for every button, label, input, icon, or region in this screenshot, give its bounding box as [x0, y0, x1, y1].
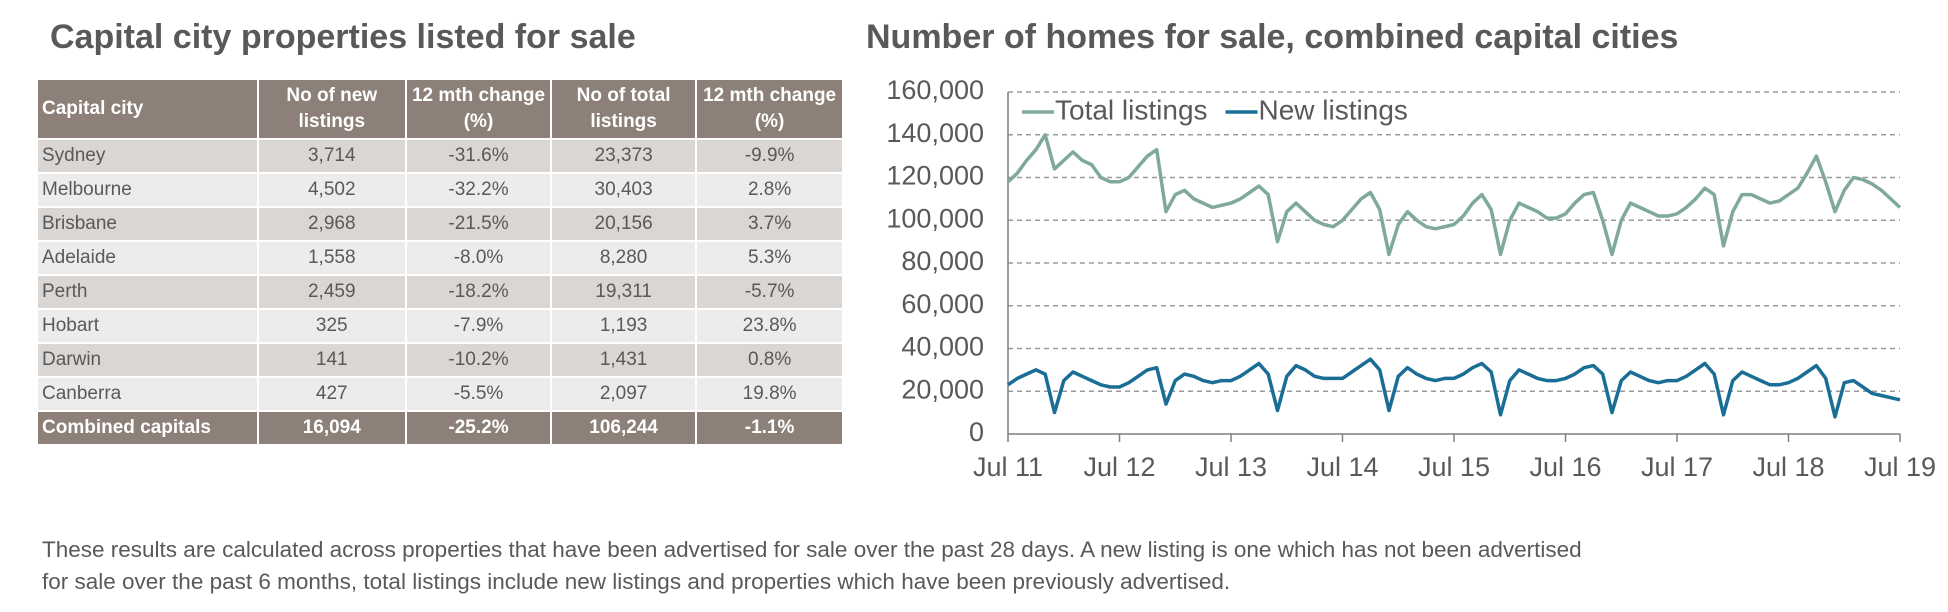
cell: 23,373 [549, 138, 698, 174]
cell: 1,558 [256, 240, 408, 276]
table-row: Adelaide 1,558 -8.0% 8,280 5.3% [36, 240, 844, 276]
cell: 1,431 [549, 342, 698, 378]
table-title: Capital city properties listed for sale [50, 18, 636, 56]
cell: 5.3% [695, 240, 844, 276]
cell: 0.8% [695, 342, 844, 378]
cell: 1,193 [549, 308, 698, 344]
table-row: Hobart 325 -7.9% 1,193 23.8% [36, 308, 844, 344]
y-tick-label: 20,000 [901, 374, 984, 404]
cell: Combined capitals [36, 410, 259, 446]
x-tick-label: Jul 15 [1418, 452, 1490, 482]
cell: 325 [256, 308, 408, 344]
cell: 16,094 [256, 410, 408, 446]
cell: -8.0% [405, 240, 552, 276]
x-tick-label: Jul 11 [973, 452, 1043, 482]
listings-table: Capital city No of new listings 12 mth cha… [36, 78, 844, 446]
cell: Darwin [36, 342, 259, 378]
y-tick-label: 100,000 [886, 203, 984, 233]
cell: 19,311 [549, 274, 698, 310]
cell: 20,156 [549, 206, 698, 242]
table-row: Melbourne 4,502 -32.2% 30,403 2.8% [36, 172, 844, 208]
x-tick-label: Jul 18 [1752, 452, 1824, 482]
cell: 427 [256, 376, 408, 412]
y-tick-label: 120,000 [886, 161, 984, 191]
cell: 3,714 [256, 138, 408, 174]
cell: Melbourne [36, 172, 259, 208]
cell: -32.2% [405, 172, 552, 208]
y-tick-label: 140,000 [886, 118, 984, 148]
cell: 30,403 [549, 172, 698, 208]
x-tick-label: Jul 14 [1306, 452, 1378, 482]
cell: 141 [256, 342, 408, 378]
x-tick-label: Jul 17 [1641, 452, 1713, 482]
cell: Adelaide [36, 240, 259, 276]
table-row: Darwin 141 -10.2% 1,431 0.8% [36, 342, 844, 378]
cell: -10.2% [405, 342, 552, 378]
legend-label: New listings [1259, 94, 1408, 125]
cell: 2.8% [695, 172, 844, 208]
x-tick-label: Jul 19 [1864, 452, 1936, 482]
cell: 4,502 [256, 172, 408, 208]
cell: 2,097 [549, 376, 698, 412]
y-tick-label: 160,000 [886, 75, 984, 105]
cell: Brisbane [36, 206, 259, 242]
cell: Perth [36, 274, 259, 310]
header-row: Capital city No of new listings 12 mth cha… [36, 78, 844, 140]
cell: -7.9% [405, 308, 552, 344]
y-tick-label: 40,000 [901, 332, 984, 362]
cell: -31.6% [405, 138, 552, 174]
x-tick-label: Jul 12 [1083, 452, 1155, 482]
header-cell: No of new listings [256, 78, 408, 140]
series-line [1006, 133, 1902, 257]
cell: 23.8% [695, 308, 844, 344]
header-cell: Capital city [36, 78, 259, 140]
chart-title: Number of homes for sale, combined capit… [866, 18, 1679, 56]
series-line [1007, 357, 1901, 419]
header-cell: No of total listings [549, 78, 698, 140]
header-cell: 12 mth change (%) [405, 78, 552, 140]
cell: -18.2% [405, 274, 552, 310]
cell: Sydney [36, 138, 259, 174]
cell: 106,244 [549, 410, 698, 446]
cell: 2,459 [256, 274, 408, 310]
cell: -5.7% [695, 274, 844, 310]
cell: Canberra [36, 376, 259, 412]
x-tick-label: Jul 13 [1195, 452, 1267, 482]
cell: 2,968 [256, 206, 408, 242]
cell: -1.1% [695, 410, 844, 446]
y-tick-label: 60,000 [901, 289, 984, 319]
cell: 19.8% [695, 376, 844, 412]
legend-label: Total listings [1055, 94, 1208, 125]
cell: -25.2% [405, 410, 552, 446]
cell: -9.9% [695, 138, 844, 174]
table-row: Sydney 3,714 -31.6% 23,373 -9.9% [36, 138, 844, 174]
note-line: for sale over the past 6 months, total l… [42, 569, 1231, 594]
table-row: Canberra 427 -5.5% 2,097 19.8% [36, 376, 844, 412]
cell: 8,280 [549, 240, 698, 276]
header-cell: 12 mth change (%) [695, 78, 844, 140]
y-tick-label: 80,000 [901, 246, 984, 276]
cell: -5.5% [405, 376, 552, 412]
x-tick-label: Jul 16 [1529, 452, 1601, 482]
note-line: These results are calculated across prop… [42, 537, 1582, 562]
cell: -21.5% [405, 206, 552, 242]
total-row: Combined capitals 16,094 -25.2% 106,244 -1.1… [36, 410, 844, 446]
cell: Hobart [36, 308, 259, 344]
table-row: Brisbane 2,968 -21.5% 20,156 3.7% [36, 206, 844, 242]
cell: 3.7% [695, 206, 844, 242]
table-row: Perth 2,459 -18.2% 19,311 -5.7% [36, 274, 844, 310]
y-tick-label: 0 [969, 417, 984, 447]
